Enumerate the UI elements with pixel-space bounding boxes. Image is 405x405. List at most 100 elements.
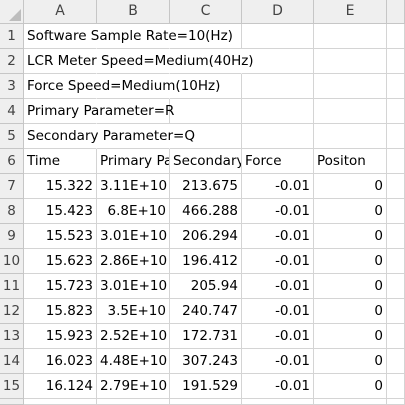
header-primary-parameter[interactable]: Primary Pa [97, 149, 170, 174]
data-cell[interactable]: 196.412 [170, 249, 242, 274]
cell-e1[interactable] [314, 24, 387, 49]
data-cell[interactable]: 0 [314, 349, 387, 374]
column-header-d[interactable]: D [242, 0, 314, 24]
data-cell[interactable]: 15.623 [24, 249, 97, 274]
data-cell[interactable]: 0 [314, 249, 387, 274]
data-cell[interactable]: 172.731 [170, 324, 242, 349]
cell-f9[interactable] [387, 224, 405, 249]
column-header-e[interactable]: E [314, 0, 387, 24]
data-cell[interactable]: -0.01 [242, 299, 314, 324]
cell-f15[interactable] [387, 374, 405, 399]
data-cell[interactable]: 15.423 [24, 199, 97, 224]
cell-f4[interactable] [387, 99, 405, 124]
data-cell[interactable]: -0.01 [242, 274, 314, 299]
data-cell[interactable]: -0.01 [242, 349, 314, 374]
cell-e3[interactable] [314, 74, 387, 99]
cell-f5[interactable] [387, 124, 405, 149]
cell-b5[interactable] [97, 124, 170, 149]
data-cell[interactable]: 213.675 [170, 174, 242, 199]
cell-f8[interactable] [387, 199, 405, 224]
cell-e5[interactable] [314, 124, 387, 149]
cell-f1[interactable] [387, 24, 405, 49]
data-cell[interactable]: 3.01E+10 [97, 224, 170, 249]
cell-c16[interactable] [170, 399, 242, 405]
column-header-a[interactable]: A [24, 0, 97, 24]
header-position[interactable]: Positon [314, 149, 387, 174]
data-cell[interactable]: 240.747 [170, 299, 242, 324]
cell-f3[interactable] [387, 74, 405, 99]
data-cell[interactable]: -0.01 [242, 199, 314, 224]
cell-d16[interactable] [242, 399, 314, 405]
data-cell[interactable]: 3.01E+10 [97, 274, 170, 299]
cell-f10[interactable] [387, 249, 405, 274]
data-cell[interactable]: 191.529 [170, 374, 242, 399]
data-cell[interactable]: -0.01 [242, 224, 314, 249]
cell-d4[interactable] [242, 99, 314, 124]
row-header-14[interactable]: 14 [0, 349, 24, 374]
cell-a1[interactable]: Software Sample Rate=10(Hz) [24, 24, 233, 49]
row-header-9[interactable]: 9 [0, 224, 24, 249]
data-cell[interactable]: 15.923 [24, 324, 97, 349]
row-header-11[interactable]: 11 [0, 274, 24, 299]
row-header-7[interactable]: 7 [0, 174, 24, 199]
header-force[interactable]: Force [242, 149, 314, 174]
cell-e4[interactable] [314, 99, 387, 124]
data-cell[interactable]: 15.523 [24, 224, 97, 249]
cell-f13[interactable] [387, 324, 405, 349]
cell-d5[interactable] [242, 124, 314, 149]
row-header-8[interactable]: 8 [0, 199, 24, 224]
cell-f14[interactable] [387, 349, 405, 374]
select-all-corner[interactable] [0, 0, 24, 24]
data-cell[interactable]: -0.01 [242, 374, 314, 399]
data-cell[interactable]: 16.023 [24, 349, 97, 374]
cell-c1[interactable] [170, 24, 242, 49]
cell-e2[interactable] [314, 49, 387, 74]
column-header-c[interactable]: C [170, 0, 242, 24]
row-header-5[interactable]: 5 [0, 124, 24, 149]
row-header-2[interactable]: 2 [0, 49, 24, 74]
data-cell[interactable]: 0 [314, 174, 387, 199]
data-cell[interactable]: -0.01 [242, 324, 314, 349]
data-cell[interactable]: 2.52E+10 [97, 324, 170, 349]
cell-f16[interactable] [387, 399, 405, 405]
cell-b1[interactable] [97, 24, 170, 49]
cell-e16[interactable] [314, 399, 387, 405]
row-header-16[interactable] [0, 399, 24, 405]
column-header-b[interactable]: B [97, 0, 170, 24]
row-header-10[interactable]: 10 [0, 249, 24, 274]
cell-c3[interactable] [170, 74, 242, 99]
cell-c4[interactable] [170, 99, 242, 124]
data-cell[interactable]: -0.01 [242, 174, 314, 199]
cell-a3[interactable]: Force Speed=Medium(10Hz) [24, 74, 220, 99]
cell-a5[interactable]: Secondary Parameter=Q [24, 124, 195, 149]
data-cell[interactable]: 15.322 [24, 174, 97, 199]
row-header-6[interactable]: 6 [0, 149, 24, 174]
row-header-4[interactable]: 4 [0, 99, 24, 124]
data-cell[interactable]: 466.288 [170, 199, 242, 224]
data-cell[interactable]: 0 [314, 324, 387, 349]
data-cell[interactable]: 6.8E+10 [97, 199, 170, 224]
data-cell[interactable]: 15.723 [24, 274, 97, 299]
cell-c2[interactable] [170, 49, 242, 74]
cell-a2[interactable]: LCR Meter Speed=Medium(40Hz) [24, 49, 254, 74]
cell-a4[interactable]: Primary Parameter=R [24, 99, 174, 124]
cell-d3[interactable] [242, 74, 314, 99]
data-cell[interactable]: 15.823 [24, 299, 97, 324]
data-cell[interactable]: 0 [314, 199, 387, 224]
header-time[interactable]: Time [24, 149, 97, 174]
header-secondary-parameter[interactable]: Secondary [170, 149, 242, 174]
cell-f2[interactable] [387, 49, 405, 74]
cell-f11[interactable] [387, 274, 405, 299]
data-cell[interactable]: 4.48E+10 [97, 349, 170, 374]
cell-d1[interactable] [242, 24, 314, 49]
cell-b4[interactable] [97, 99, 170, 124]
data-cell[interactable]: 16.124 [24, 374, 97, 399]
cell-f6[interactable] [387, 149, 405, 174]
data-cell[interactable]: 2.79E+10 [97, 374, 170, 399]
cell-b3[interactable] [97, 74, 170, 99]
row-header-13[interactable]: 13 [0, 324, 24, 349]
cell-b2[interactable] [97, 49, 170, 74]
data-cell[interactable]: 307.243 [170, 349, 242, 374]
cell-d2[interactable] [242, 49, 314, 74]
cell-a16[interactable] [24, 399, 97, 405]
